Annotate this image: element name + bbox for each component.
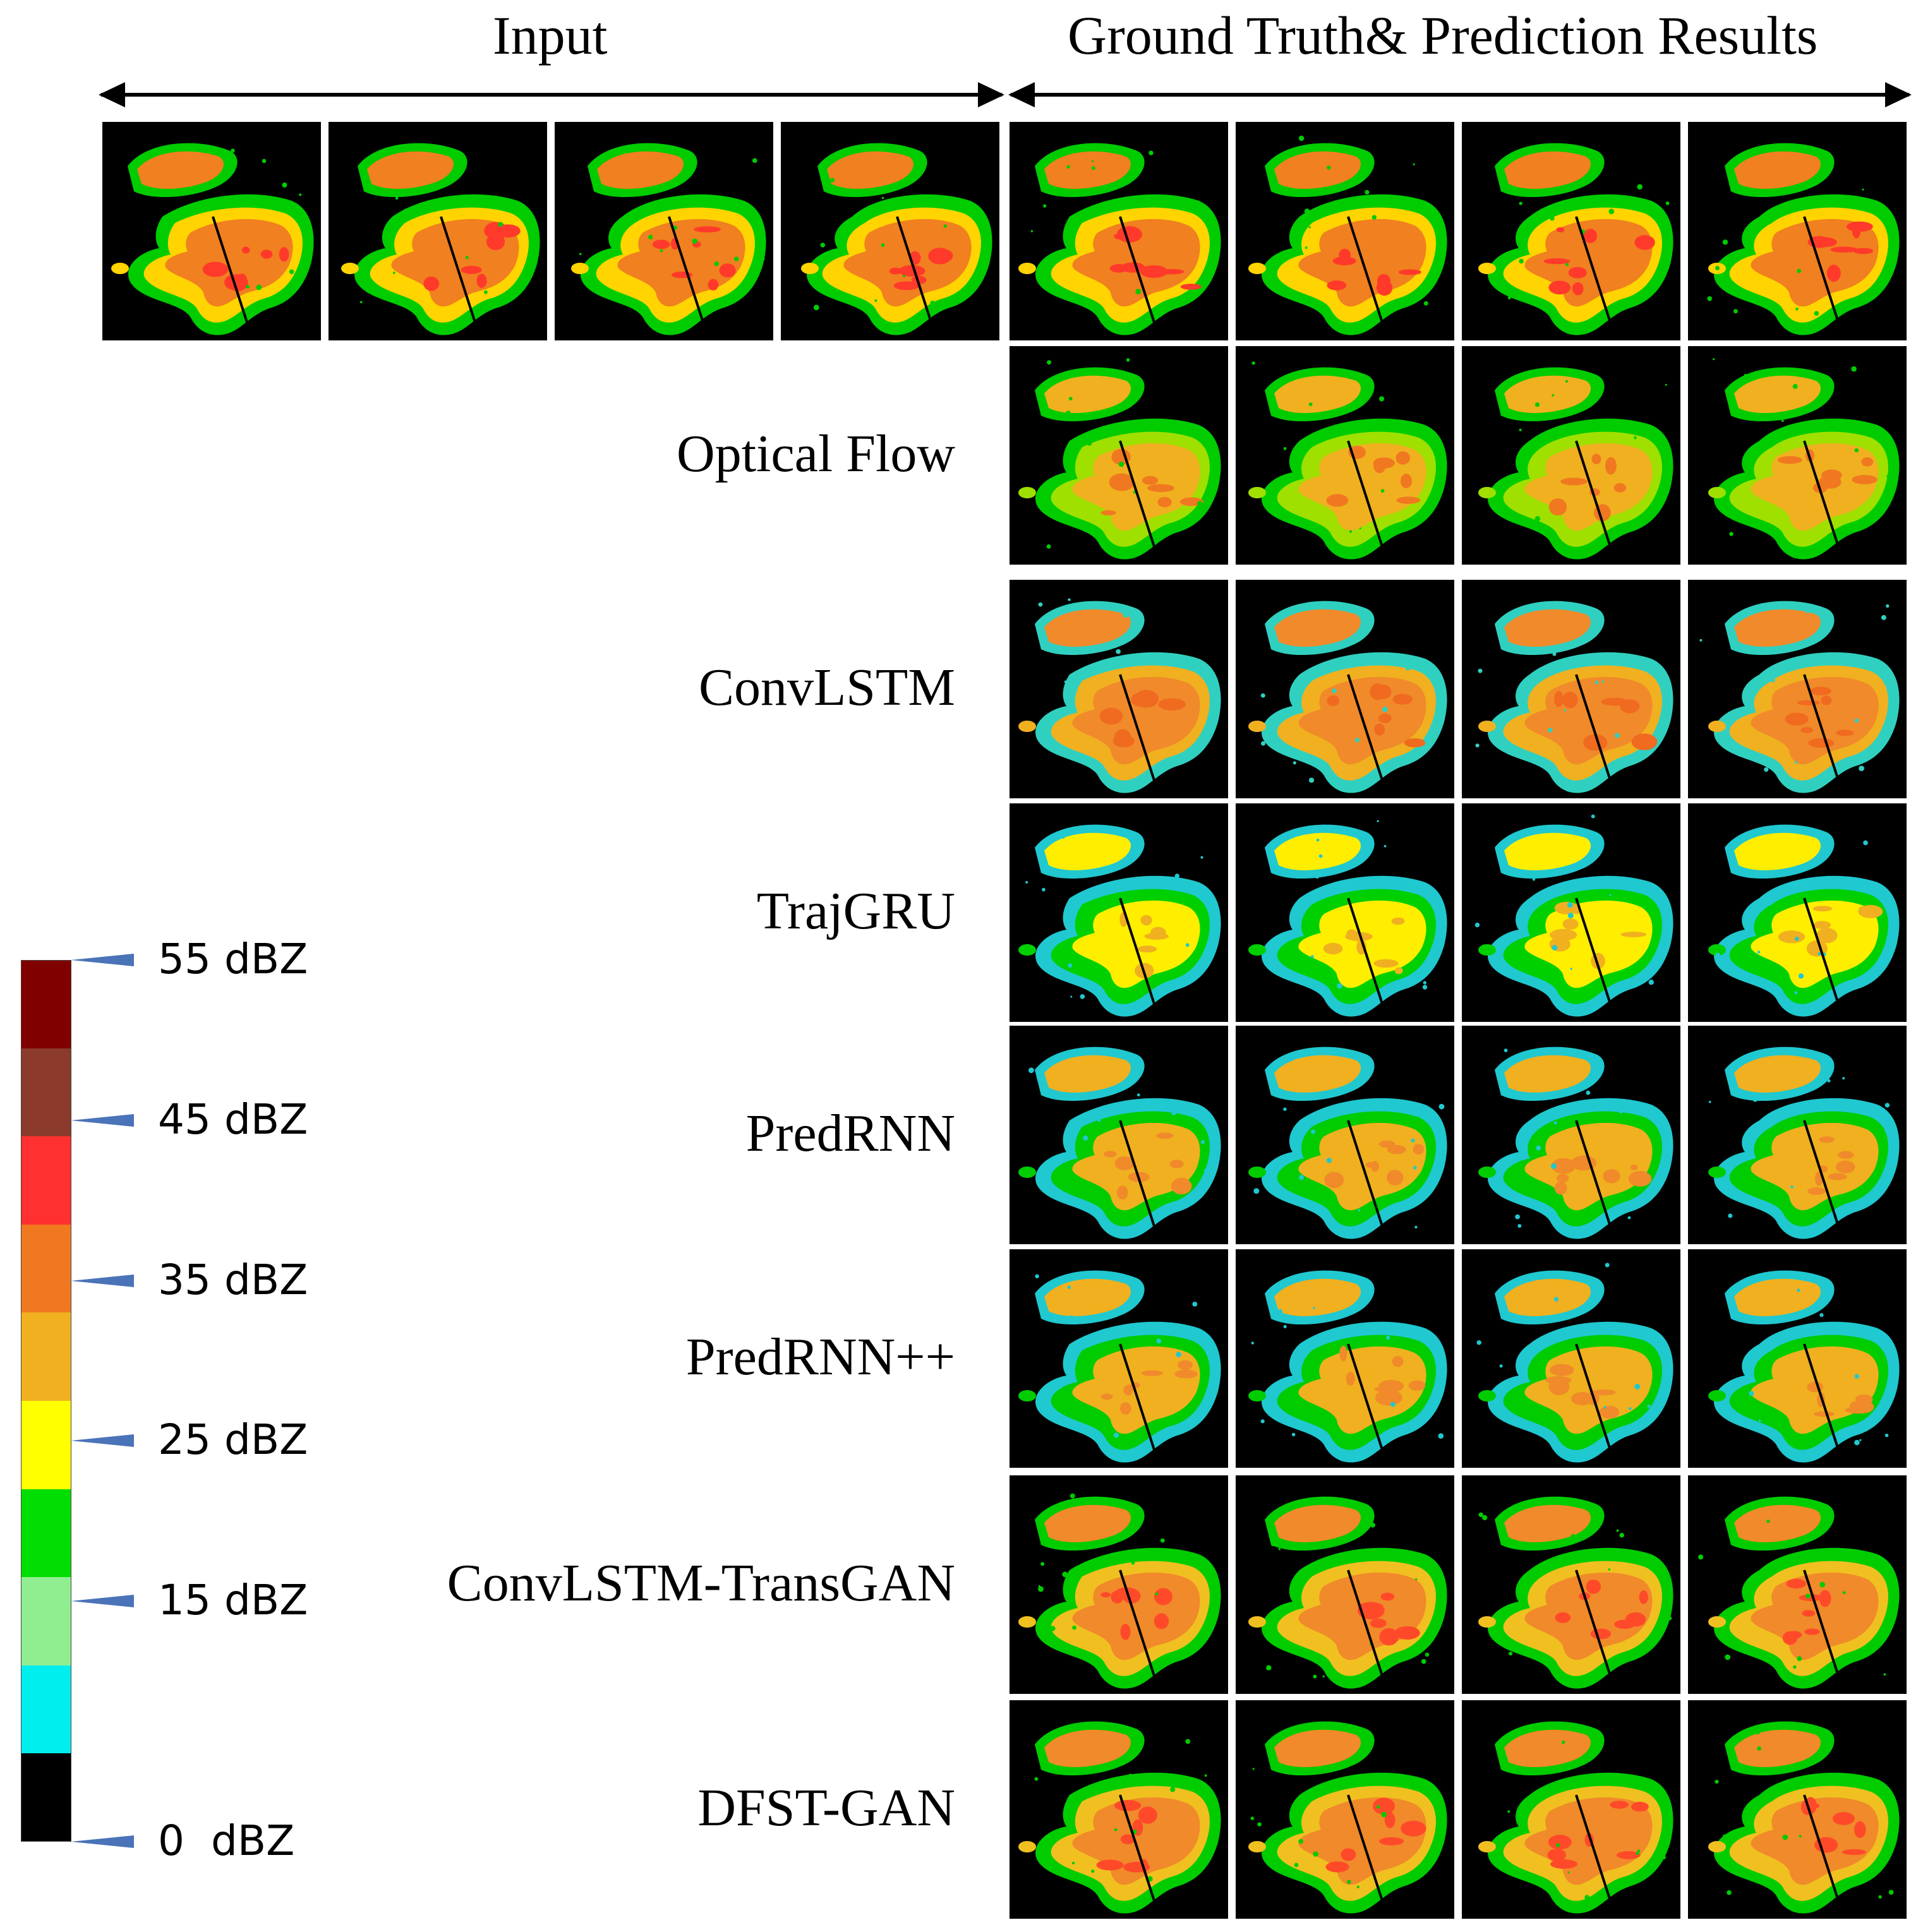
- input-header: Input: [493, 5, 608, 66]
- colorbar-tick-marker: [71, 1113, 134, 1127]
- prediction-radar-image: [1688, 803, 1907, 1022]
- colorbar-segment: [21, 1136, 71, 1225]
- prediction-radar-image: [1010, 1475, 1228, 1694]
- prediction-radar-image: [1462, 1700, 1680, 1919]
- colorbar-tick-marker: [71, 1595, 134, 1608]
- prediction-radar-image: [1236, 1475, 1454, 1694]
- input-radar-image: [781, 122, 999, 340]
- colorbar-segment: [21, 1224, 71, 1313]
- colorbar-segment: [21, 1048, 71, 1137]
- colorbar-segment: [21, 1753, 71, 1842]
- method-label: Optical Flow: [677, 424, 955, 483]
- prediction-radar-image: [1688, 1249, 1907, 1468]
- prediction-radar-image: [1236, 1026, 1454, 1244]
- ground-truth-radar-image: [1688, 122, 1907, 340]
- prediction-radar-image: [1688, 1026, 1907, 1244]
- prediction-radar-image: [1010, 1249, 1228, 1468]
- method-label: PredRNN: [745, 1104, 955, 1163]
- colorbar-tick-label: 35 dBZ: [158, 1255, 308, 1304]
- prediction-radar-image: [1688, 1475, 1907, 1694]
- input-radar-image: [555, 122, 773, 340]
- colorbar-tick-marker: [71, 1434, 134, 1448]
- colorbar-tick-label: 25 dBZ: [158, 1415, 308, 1465]
- colorbar-segment: [21, 1401, 71, 1490]
- method-label: DFST-GAN: [697, 1779, 955, 1837]
- ground-truth-header: Ground Truth& Prediction Results: [1068, 5, 1818, 66]
- prediction-radar-image: [1688, 346, 1907, 565]
- prediction-radar-image: [1010, 1026, 1228, 1244]
- prediction-radar-image: [1236, 346, 1454, 565]
- ground-truth-radar-image: [1462, 122, 1680, 340]
- colorbar-tick-label: 45 dBZ: [158, 1095, 308, 1144]
- prediction-radar-image: [1462, 580, 1680, 798]
- prediction-radar-image: [1462, 1249, 1680, 1468]
- colorbar-frame: [21, 960, 71, 1842]
- prediction-radar-image: [1462, 803, 1680, 1022]
- prediction-radar-image: [1236, 803, 1454, 1022]
- prediction-radar-image: [1010, 346, 1228, 565]
- input-radar-image: [102, 122, 321, 340]
- prediction-radar-image: [1010, 803, 1228, 1022]
- ground-truth-radar-image: [1010, 122, 1228, 340]
- colorbar-tick-label: 15 dBZ: [158, 1576, 308, 1625]
- prediction-radar-image: [1236, 1700, 1454, 1919]
- prediction-radar-image: [1236, 580, 1454, 798]
- prediction-radar-image: [1462, 1475, 1680, 1694]
- method-label: ConvLSTM: [698, 658, 955, 717]
- colorbar-tick-label: 0 dBZ: [158, 1816, 295, 1865]
- colorbar-segment: [21, 960, 71, 1049]
- colorbar-tick-marker: [71, 1274, 134, 1287]
- colorbar-segment: [21, 1312, 71, 1401]
- ground-truth-radar-image: [1236, 122, 1454, 340]
- prediction-radar-image: [1010, 1700, 1228, 1919]
- colorbar-segment: [21, 1577, 71, 1666]
- method-label: PredRNN++: [685, 1328, 955, 1386]
- method-label: ConvLSTM-TransGAN: [447, 1554, 955, 1612]
- prediction-radar-image: [1688, 580, 1907, 798]
- method-label: TrajGRU: [756, 882, 955, 940]
- colorbar-segment: [21, 1489, 71, 1578]
- colorbar-tick-label: 55 dBZ: [158, 935, 308, 983]
- prediction-radar-image: [1688, 1700, 1907, 1919]
- prediction-radar-image: [1010, 580, 1228, 798]
- colorbar-tick-marker: [71, 954, 134, 966]
- prediction-radar-image: [1462, 1026, 1680, 1244]
- prediction-radar-image: [1462, 346, 1680, 565]
- colorbar-segment: [21, 1665, 71, 1754]
- colorbar-tick-marker: [71, 1835, 134, 1848]
- input-radar-image: [329, 122, 547, 340]
- prediction-radar-image: [1236, 1249, 1454, 1468]
